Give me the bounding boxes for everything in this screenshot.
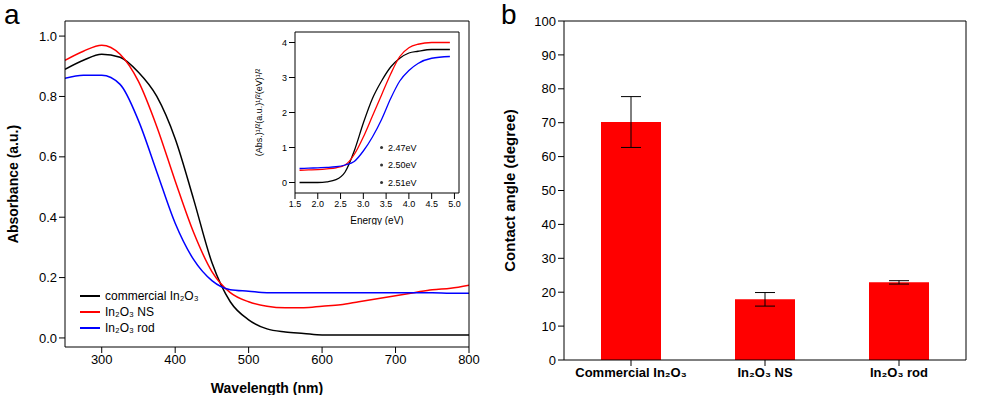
svg-text:500: 500 <box>238 352 260 367</box>
svg-text:10: 10 <box>542 319 556 334</box>
svg-text:1: 1 <box>282 143 287 153</box>
svg-text:0.2: 0.2 <box>39 270 57 285</box>
svg-text:2.5: 2.5 <box>334 199 347 209</box>
svg-text:Energy (eV): Energy (eV) <box>350 215 403 225</box>
svg-text:In₂O₃ rod: In₂O₃ rod <box>870 365 928 380</box>
svg-text:60: 60 <box>542 149 556 164</box>
svg-text:0.6: 0.6 <box>39 149 57 164</box>
html-text:In₂O₃ NS: In₂O₃ NS <box>105 305 154 319</box>
svg-text:Commercial In₂O₃: Commercial In₂O₃ <box>575 365 686 380</box>
svg-text:4.5: 4.5 <box>425 199 438 209</box>
svg-text:300: 300 <box>91 352 113 367</box>
svg-text:2.0: 2.0 <box>312 199 325 209</box>
svg-text:400: 400 <box>164 352 186 367</box>
svg-text:30: 30 <box>542 251 556 266</box>
svg-text:800: 800 <box>458 352 480 367</box>
svg-text:3.5: 3.5 <box>380 199 393 209</box>
svg-text:0.4: 0.4 <box>39 210 57 225</box>
svg-text:3: 3 <box>282 73 287 83</box>
svg-text:4: 4 <box>282 38 287 48</box>
svg-text:Wavelength (nm): Wavelength (nm) <box>211 380 323 395</box>
svg-text:0: 0 <box>282 178 287 188</box>
svg-text:4.0: 4.0 <box>403 199 416 209</box>
svg-text:Contact angle (degree): Contact angle (degree) <box>501 109 518 272</box>
svg-text:Absorbance (a.u.): Absorbance (a.u.) <box>5 125 21 243</box>
svg-text:90: 90 <box>542 48 556 63</box>
svg-text:1.0: 1.0 <box>39 29 57 44</box>
svg-text:600: 600 <box>311 352 333 367</box>
svg-text:5.0: 5.0 <box>448 199 461 209</box>
svg-text:3.0: 3.0 <box>357 199 370 209</box>
svg-text:2: 2 <box>282 108 287 118</box>
html-text:commercial In₂O₃: commercial In₂O₃ <box>105 289 199 303</box>
html-text:In₂O₃ rod: In₂O₃ rod <box>105 321 155 335</box>
svg-text:70: 70 <box>542 115 556 130</box>
svg-text:(Abs.)¹/²(a.u.)¹/²(eV)¹/²: (Abs.)¹/²(a.u.)¹/²(eV)¹/² <box>255 69 264 157</box>
svg-text:50: 50 <box>542 183 556 198</box>
html-text:b: b <box>501 0 517 30</box>
svg-text:40: 40 <box>542 217 556 232</box>
svg-text:0.0: 0.0 <box>39 331 57 346</box>
html-text:a: a <box>4 0 20 30</box>
svg-text:2.51eV: 2.51eV <box>388 178 417 188</box>
svg-text:2.50eV: 2.50eV <box>388 160 417 170</box>
svg-text:1.5: 1.5 <box>289 199 302 209</box>
svg-text:0.8: 0.8 <box>39 89 57 104</box>
svg-text:20: 20 <box>542 285 556 300</box>
svg-text:0: 0 <box>549 353 556 368</box>
svg-text:100: 100 <box>534 14 556 29</box>
svg-text:80: 80 <box>542 81 556 96</box>
svg-text:700: 700 <box>385 352 407 367</box>
svg-text:In₂O₃ NS: In₂O₃ NS <box>737 365 792 380</box>
svg-text:2.47eV: 2.47eV <box>388 143 417 153</box>
